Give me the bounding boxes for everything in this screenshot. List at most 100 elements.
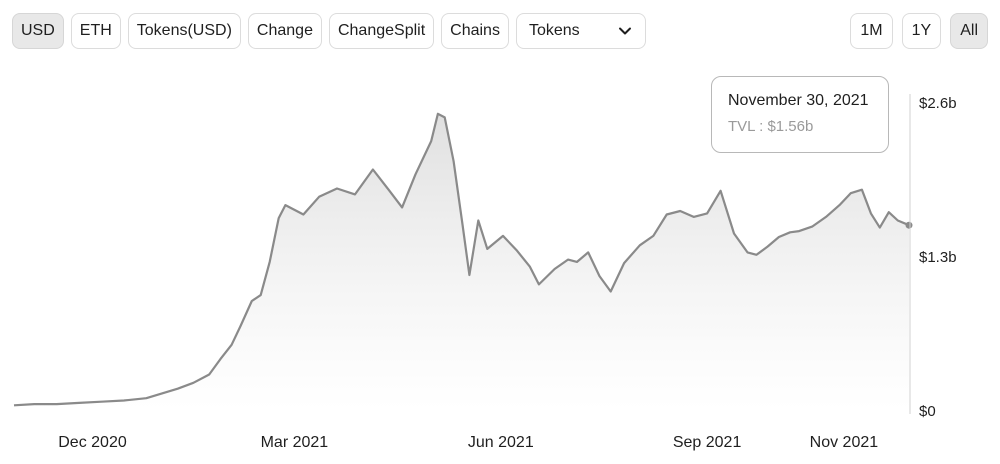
data-point — [192, 382, 194, 384]
x-tick-label: Dec 2020 — [58, 434, 127, 451]
y-tick-label: $1.3b — [919, 249, 957, 266]
data-point — [100, 401, 102, 403]
data-point — [145, 397, 147, 399]
data-point — [468, 274, 470, 276]
tooltip-value: TVL : $1.56b — [728, 118, 814, 135]
range-1m-button[interactable]: 1M — [850, 13, 893, 49]
data-point — [260, 294, 262, 296]
data-point — [318, 196, 320, 198]
data-point — [444, 116, 446, 118]
range-1y-button[interactable]: 1Y — [901, 13, 942, 49]
data-point — [401, 206, 403, 208]
data-point — [278, 217, 280, 219]
data-point — [372, 168, 374, 170]
data-point — [161, 392, 163, 394]
data-point — [461, 224, 463, 226]
data-point — [33, 403, 35, 405]
x-tick-label: Mar 2021 — [261, 434, 329, 451]
chart-toolbar: USD ETH Tokens(USD) Change ChangeSplit C… — [12, 13, 646, 49]
data-point — [177, 388, 179, 390]
x-tick-label: Nov 2021 — [810, 434, 879, 451]
data-point — [798, 230, 800, 232]
data-point — [336, 187, 338, 189]
data-point — [706, 212, 708, 214]
data-point — [679, 210, 681, 212]
data-point — [719, 190, 721, 192]
eth-button[interactable]: ETH — [70, 13, 121, 49]
data-point — [879, 226, 881, 228]
tvl-line — [13, 112, 910, 407]
data-point — [354, 193, 356, 195]
data-point — [838, 204, 840, 206]
data-point — [553, 268, 555, 270]
data-point — [567, 258, 569, 260]
plot-area — [13, 112, 913, 411]
data-point — [767, 245, 769, 247]
y-tick-label: $0 — [919, 403, 936, 420]
data-point — [538, 283, 540, 285]
data-point — [746, 251, 748, 253]
area-fill — [14, 113, 909, 411]
data-point — [452, 160, 454, 162]
data-point — [284, 204, 286, 206]
data-point — [652, 235, 654, 237]
data-point — [639, 244, 641, 246]
data-point — [733, 232, 735, 234]
data-point — [623, 262, 625, 264]
data-point — [123, 399, 125, 401]
data-point — [587, 251, 589, 253]
data-point — [755, 254, 757, 256]
data-point — [486, 248, 488, 250]
data-point — [850, 192, 852, 194]
tooltip-date: November 30, 2021 — [728, 92, 869, 109]
data-point — [693, 216, 695, 218]
range-all-button[interactable]: All — [950, 13, 988, 49]
data-point — [387, 189, 389, 191]
data-point — [414, 173, 416, 175]
tokens-usd-button[interactable]: Tokens(USD) — [127, 13, 241, 49]
tokens-select[interactable]: Tokens — [515, 13, 646, 49]
hover-point — [905, 221, 913, 229]
data-point — [251, 300, 253, 302]
data-point — [302, 213, 304, 215]
change-button[interactable]: Change — [247, 13, 322, 49]
data-point — [870, 212, 872, 214]
x-tick-label: Sep 2021 — [673, 434, 742, 451]
x-tick-label: Jun 2021 — [468, 434, 534, 451]
chevron-down-icon — [618, 27, 631, 35]
time-range-group: 1M 1Y All — [850, 13, 988, 49]
data-point — [477, 219, 479, 221]
data-point — [437, 113, 439, 115]
usd-button[interactable]: USD — [12, 13, 64, 49]
data-point — [861, 189, 863, 191]
data-point — [789, 231, 791, 233]
data-point — [219, 358, 221, 360]
data-point — [208, 373, 210, 375]
changesplit-button[interactable]: ChangeSplit — [328, 13, 435, 49]
data-point — [78, 402, 80, 404]
data-point — [230, 344, 232, 346]
data-point — [778, 236, 780, 238]
data-point — [13, 404, 15, 406]
tokens-select-value: Tokens — [528, 22, 580, 39]
chart-tooltip: November 30, 2021 TVL : $1.56b — [711, 76, 889, 153]
data-point — [269, 261, 271, 263]
data-point — [502, 235, 504, 237]
data-point — [529, 266, 531, 268]
chart-axes: $0 $1.3b $2.6b Dec 2020 Mar 2021 Jun 2021 Sep … — [58, 94, 957, 451]
y-tick-label: $2.6b — [919, 95, 957, 112]
data-point — [239, 325, 241, 327]
data-point — [515, 249, 517, 251]
data-point — [811, 225, 813, 227]
data-point — [598, 275, 600, 277]
data-point — [430, 140, 432, 142]
data-point — [55, 403, 57, 405]
chains-button[interactable]: Chains — [441, 13, 509, 49]
data-point — [610, 290, 612, 292]
data-point — [888, 211, 890, 213]
data-point — [666, 213, 668, 215]
data-point — [576, 261, 578, 263]
data-point — [825, 216, 827, 218]
data-point — [897, 219, 899, 221]
